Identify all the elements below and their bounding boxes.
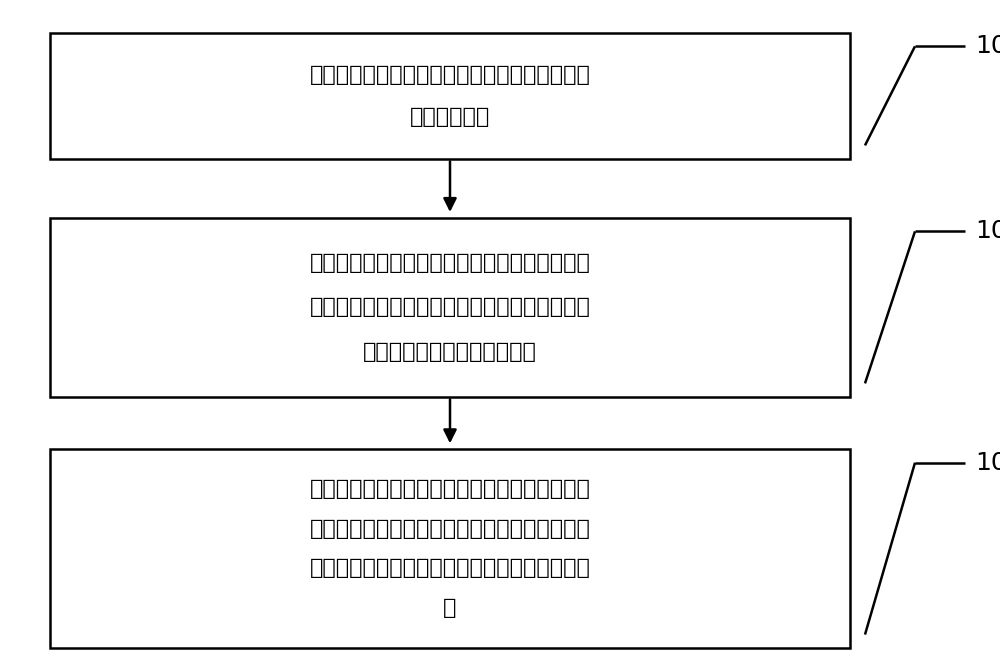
FancyBboxPatch shape	[50, 33, 850, 159]
FancyBboxPatch shape	[50, 449, 850, 648]
Text: 基于预置的历史报障工单处理记录中的第二报障: 基于预置的历史报障工单处理记录中的第二报障	[310, 253, 590, 273]
Text: 报障地址信息: 报障地址信息	[410, 107, 490, 127]
Text: 102: 102	[975, 219, 1000, 243]
Text: 101: 101	[975, 34, 1000, 58]
Text: 并根据目标报障地址信息所属的台区确定故障台: 并根据目标报障地址信息所属的台区确定故障台	[310, 559, 590, 578]
Text: 二报障地址信息的地址距离值: 二报障地址信息的地址距离值	[363, 342, 537, 362]
Text: 区: 区	[443, 598, 457, 618]
FancyBboxPatch shape	[50, 218, 850, 397]
Text: 地址信息，分别计算第一报障地址信息与各个第: 地址信息，分别计算第一报障地址信息与各个第	[310, 297, 590, 317]
Text: 根据各个第二报障地址信息对应的地址距离值，: 根据各个第二报障地址信息对应的地址距离值，	[310, 479, 590, 499]
Text: 从第二报障地址信息中确定目标报障地址信息，: 从第二报障地址信息中确定目标报障地址信息，	[310, 519, 590, 539]
Text: 103: 103	[975, 451, 1000, 475]
Text: 响应于报障消息的生成，提取报障消息中的第一: 响应于报障消息的生成，提取报障消息中的第一	[310, 65, 590, 85]
